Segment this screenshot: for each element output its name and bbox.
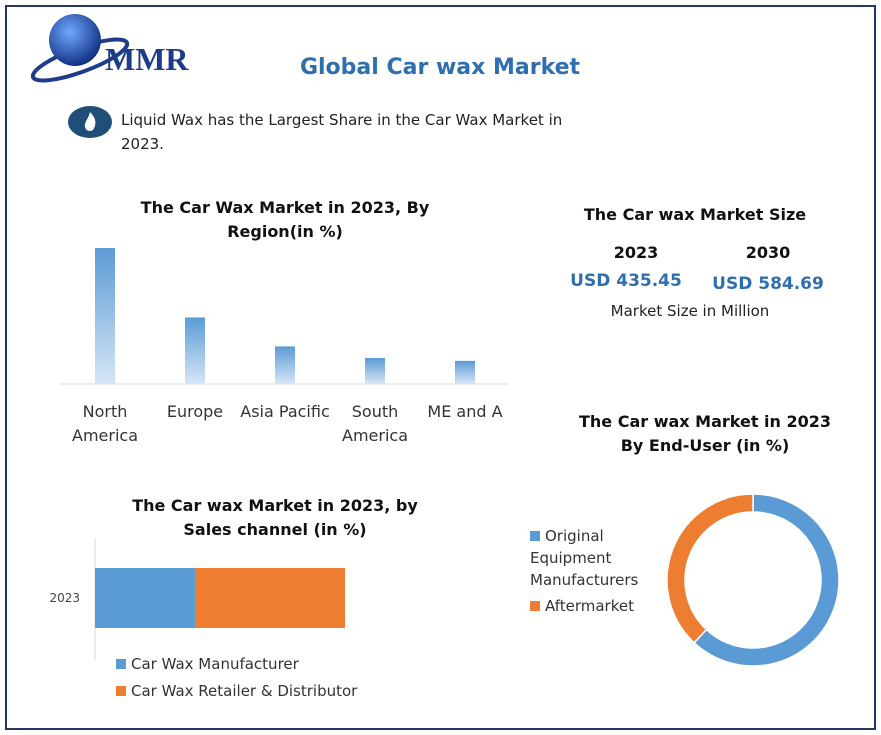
bar (95, 248, 115, 384)
legend-label: Car Wax Retailer & Distributor (131, 682, 358, 700)
legend-entry: Original Equipment Manufacturers (530, 525, 665, 591)
bar (185, 317, 205, 384)
legend-label: Car Wax Manufacturer (131, 655, 299, 673)
legend-swatch (116, 659, 126, 669)
market-size-title: The Car wax Market Size (583, 205, 807, 224)
legend-label: Original Equipment Manufacturers (530, 527, 639, 589)
x-tick-label: ME and A (427, 402, 503, 421)
bar-segment (195, 568, 345, 628)
logo-icon (30, 14, 130, 83)
market-value: USD 435.45 (570, 271, 682, 291)
logo-text: MMR (105, 41, 189, 77)
frame (5, 5, 876, 730)
legend-swatch (116, 686, 126, 696)
chart-title: The Car wax Market in 2023 By End-User (… (578, 412, 832, 455)
x-tick-label: Europe (166, 402, 224, 421)
bar-segment (95, 568, 195, 628)
chart-title: The Car Wax Market in 2023, By Region(in… (140, 198, 430, 241)
legend-entry: Car Wax Manufacturer (116, 653, 376, 675)
bar (365, 357, 385, 384)
highlight-text: Liquid Wax has the Largest Share in the … (121, 111, 563, 153)
legend-swatch (530, 531, 540, 541)
x-tick-label: Asia Pacific (240, 402, 330, 421)
donut-segment (693, 493, 840, 667)
title: Global Car wax Market (299, 55, 581, 80)
donut-segment (666, 493, 754, 644)
bar (455, 360, 475, 384)
chart-title: The Car wax Market in 2023, by Sales cha… (132, 496, 418, 539)
bar (275, 346, 295, 384)
year: 2030 (745, 243, 791, 262)
market-note: Market Size in Million (610, 302, 770, 320)
legend-entry: Car Wax Retailer & Distributor (116, 680, 376, 702)
legend-swatch (530, 601, 540, 611)
year: 2023 (613, 243, 659, 262)
highlight-icon (68, 106, 112, 138)
y-tick-label: 2023 (49, 591, 80, 605)
x-tick-label: North America (72, 402, 138, 445)
legend-entry: Aftermarket (530, 595, 665, 617)
x-tick-label: South America (342, 402, 408, 445)
market-value: USD 584.69 (712, 274, 824, 294)
legend-label: Aftermarket (545, 597, 634, 615)
